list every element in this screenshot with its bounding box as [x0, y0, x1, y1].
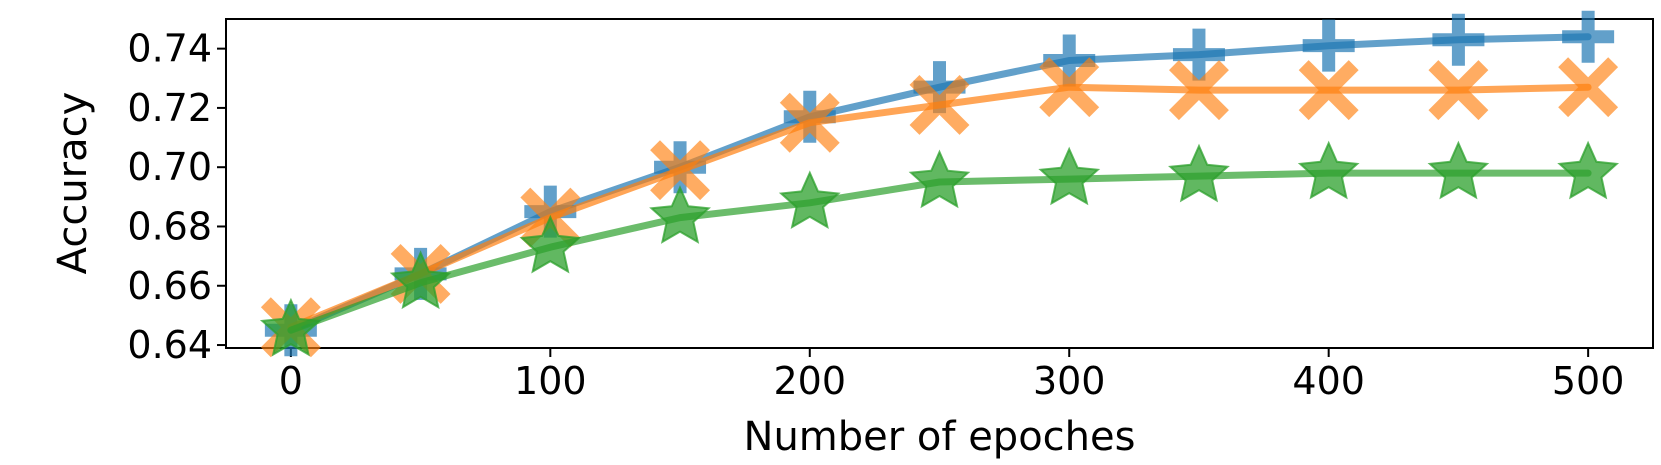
data-point [1427, 140, 1490, 200]
data-point [1557, 140, 1620, 200]
series-layer [259, 10, 1620, 358]
data-point [1298, 60, 1359, 121]
data-point [389, 250, 452, 310]
data-point [1039, 57, 1100, 118]
x-axis-ticks: 0 100 200 300 400 500 [279, 348, 1625, 403]
y-tick-label: 0.66 [127, 264, 212, 308]
data-point [1168, 143, 1230, 203]
data-point [259, 297, 322, 357]
x-axis-label: Number of epoches [744, 414, 1136, 460]
data-point [1169, 60, 1229, 121]
x-tick-label: 200 [774, 359, 847, 403]
plot-frame [225, 18, 1654, 349]
series-star [259, 140, 1620, 357]
data-point [1172, 28, 1225, 81]
x-tick-label: 100 [514, 359, 587, 403]
data-point [649, 185, 711, 244]
data-point [1562, 10, 1615, 63]
data-point [779, 92, 840, 153]
data-point [778, 170, 841, 229]
data-point [519, 214, 582, 274]
y-axis-ticks: 0.64 0.66 0.68 0.70 0.72 0.74 [127, 27, 226, 367]
y-tick-label: 0.72 [127, 86, 212, 130]
data-point [1297, 140, 1360, 200]
y-tick-label: 0.70 [127, 145, 212, 189]
x-tick-label: 400 [1292, 359, 1365, 403]
series-line [287, 83, 1592, 331]
x-tick-label: 0 [279, 359, 303, 403]
data-point [1038, 146, 1101, 206]
data-point [1302, 19, 1355, 72]
y-tick-label: 0.74 [127, 27, 212, 71]
data-point [908, 149, 971, 209]
x-tick-label: 300 [1033, 359, 1106, 403]
data-point [1432, 13, 1485, 66]
series-x [260, 57, 1619, 358]
y-tick-label: 0.64 [127, 323, 212, 367]
y-tick-label: 0.68 [127, 204, 212, 248]
data-point [909, 75, 970, 135]
y-axis-label: Accuracy [50, 92, 96, 275]
x-tick-label: 500 [1552, 359, 1625, 403]
data-point [1428, 60, 1489, 121]
data-point [1558, 57, 1619, 118]
data-point [650, 140, 710, 201]
